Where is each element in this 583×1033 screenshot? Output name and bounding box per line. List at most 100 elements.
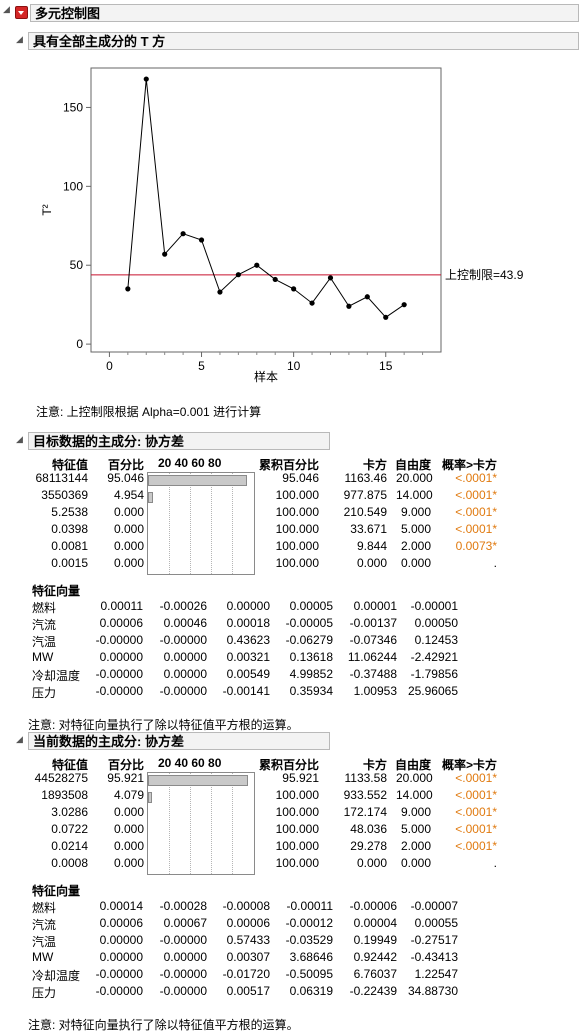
eigenvector-cell: 0.06319 <box>289 984 333 998</box>
eigenvector-row-label: 燃料 <box>32 601 57 615</box>
chisquare-cell: 933.552 <box>343 788 387 802</box>
cumulative-cell: 100.000 <box>275 488 319 502</box>
df-cell: 14.000 <box>396 488 433 502</box>
eigenvalue-cell: 0.0214 <box>51 839 88 853</box>
df-cell: 0.000 <box>400 856 431 870</box>
eigenvalue-cell: 0.0722 <box>51 822 88 836</box>
cumulative-cell: 100.000 <box>275 788 319 802</box>
data-point <box>143 76 149 82</box>
header-percent: 百分比 <box>107 758 144 772</box>
eigenvector-cell: -0.00000 <box>95 684 143 698</box>
cumulative-cell: 100.000 <box>275 505 319 519</box>
eigenvector-cell: 11.06244 <box>347 650 397 664</box>
eigenvector-row-label: 燃料 <box>32 901 57 915</box>
x-tick-label: 15 <box>379 359 393 373</box>
eigenvector-cell: 0.00321 <box>226 650 270 664</box>
data-point <box>309 300 315 306</box>
chisquare-cell: 0.000 <box>356 556 387 570</box>
eigenvector-cell: 1.00953 <box>353 684 397 698</box>
disclosure-icon[interactable]: ◢ <box>16 34 23 44</box>
eigenvector-cell: 6.76037 <box>353 967 397 981</box>
eigenvalue-cell: 0.0008 <box>51 856 88 870</box>
eigenvector-cell: -0.00000 <box>159 933 207 947</box>
plot-frame <box>90 67 442 353</box>
percent-cell: 0.000 <box>113 556 144 570</box>
eigenvector-row-label: 汽流 <box>32 618 57 632</box>
header-eigenvalue: 特征值 <box>51 758 88 772</box>
x-tick-label: 10 <box>287 359 301 373</box>
y-tick-label: 100 <box>63 179 83 193</box>
eigenvector-cell: -0.00000 <box>159 984 207 998</box>
bar-gridline <box>232 473 233 574</box>
eigenvector-row-label: 冷却温度 <box>32 669 81 683</box>
disclosure-icon[interactable]: ◢ <box>3 4 10 14</box>
eigenvector-cell: 0.00000 <box>163 667 207 681</box>
disclosure-icon[interactable]: ◢ <box>16 434 23 444</box>
chisquare-cell: 0.000 <box>356 856 387 870</box>
prob-cell: <.0001* <box>455 839 497 853</box>
eigenvector-cell: -1.79856 <box>410 667 458 681</box>
prob-cell: . <box>493 556 497 570</box>
prob-cell: <.0001* <box>455 505 497 519</box>
eigenvector-cell: -0.00000 <box>95 633 143 647</box>
eigenvector-cell: 0.00517 <box>226 984 270 998</box>
percent-cell: 4.079 <box>113 788 144 802</box>
eigenvalue-cell: 5.2538 <box>51 505 88 519</box>
prob-cell: <.0001* <box>455 471 497 485</box>
df-cell: 9.000 <box>400 805 431 819</box>
prob-cell: <.0001* <box>455 771 497 785</box>
eigenvector-cell: 0.00000 <box>99 933 143 947</box>
percent-bar <box>148 775 248 786</box>
eigenvector-cell: 34.88730 <box>407 984 458 998</box>
disclosure-icon[interactable]: ◢ <box>16 734 23 744</box>
header-cumulative: 累积百分比 <box>258 758 319 772</box>
eigenvector-row-label: 压力 <box>32 686 57 700</box>
header-bar-scale: 20 40 60 80 <box>158 756 222 770</box>
eigenvector-cell: -0.00000 <box>95 984 143 998</box>
percent-bar-chart <box>147 472 255 575</box>
eigenvector-cell: -2.42921 <box>410 650 458 664</box>
data-point <box>198 237 205 243</box>
eigenvector-cell: -0.50095 <box>285 967 333 981</box>
eigenvector-cell: 0.00307 <box>226 950 270 964</box>
header-chisquare: 卡方 <box>362 758 387 772</box>
eigenvector-row-label: 汽流 <box>32 918 57 932</box>
prob-cell: <.0001* <box>455 788 497 802</box>
eigenvector-row-label: 压力 <box>32 986 57 1000</box>
x-tick-label: 0 <box>106 359 113 373</box>
cumulative-cell: 95.046 <box>282 471 319 485</box>
prob-cell: <.0001* <box>455 488 497 502</box>
eigenvector-cell: 0.92442 <box>353 950 397 964</box>
eigenvector-cell: 0.00006 <box>226 916 270 930</box>
prob-cell: <.0001* <box>455 805 497 819</box>
eigenvector-cell: 0.00011 <box>100 599 144 613</box>
y-tick-label: 50 <box>70 258 84 272</box>
eigenvector-cell: -0.00007 <box>410 899 458 913</box>
eigenvector-cell: 25.96065 <box>407 684 458 698</box>
eigenvector-cell: 0.12453 <box>414 633 458 647</box>
eigenvector-cell: 0.57433 <box>226 933 270 947</box>
eigenvalue-cell: 3.0286 <box>51 805 88 819</box>
eigenvector-cell: -0.06279 <box>285 633 333 647</box>
df-cell: 20.000 <box>396 471 433 485</box>
percent-cell: 0.000 <box>113 822 144 836</box>
eigenvector-cell: 0.35934 <box>289 684 333 698</box>
points <box>125 76 407 320</box>
bar-gridline <box>190 773 191 874</box>
eigenvector-title: 特征向量 <box>32 884 81 898</box>
ucl-label: 上控制限=43.9 <box>445 268 524 282</box>
outline-title: 多元控制图 <box>30 4 579 22</box>
cumulative-cell: 100.000 <box>275 556 319 570</box>
data-point <box>291 286 297 292</box>
cumulative-cell: 100.000 <box>275 805 319 819</box>
eigenvector-row-label: 冷却温度 <box>32 969 81 983</box>
target-pc-title: 目标数据的主成分: 协方差 <box>28 432 330 450</box>
red-triangle-menu-icon[interactable] <box>15 6 28 19</box>
eigenvector-cell: 4.99852 <box>289 667 333 681</box>
eigenvector-cell: 0.00000 <box>163 950 207 964</box>
alpha-note: 注意: 上控制限根据 Alpha=0.001 进行计算 <box>36 405 262 419</box>
eigenvector-cell: -0.00137 <box>349 616 397 630</box>
data-point <box>383 314 389 320</box>
data-point <box>180 231 186 237</box>
df-cell: 2.000 <box>400 539 431 553</box>
